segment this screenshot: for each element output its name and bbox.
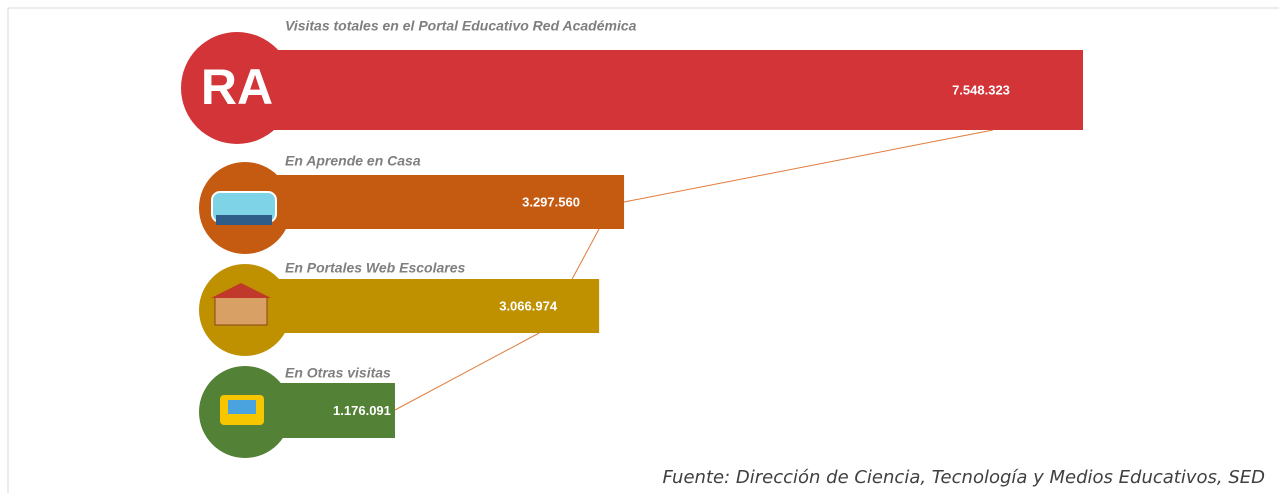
icon-screen — [228, 400, 256, 414]
value-label: 7.548.323 — [952, 82, 1010, 97]
source: Fuente: Dirección de Ciencia, Tecnología… — [662, 467, 1265, 488]
leader-line — [394, 332, 540, 411]
value-label: 3.066.974 — [499, 298, 558, 313]
icon-circle — [181, 32, 293, 144]
value-label: 1.176.091 — [333, 403, 391, 418]
icon-book — [216, 215, 272, 225]
category-label: En Portales Web Escolares — [285, 260, 465, 276]
bar — [268, 50, 1083, 130]
logo-text: RA — [201, 59, 273, 115]
bar — [268, 279, 600, 333]
category-label: En Aprende en Casa — [285, 153, 421, 169]
leader-line — [623, 129, 994, 203]
category-label: En Otras visitas — [285, 365, 391, 381]
bar — [268, 175, 625, 229]
leader-line — [571, 228, 600, 280]
icon-roof — [211, 283, 271, 298]
icon-school — [214, 296, 268, 326]
value-label: 3.297.560 — [522, 194, 580, 209]
chart-title: Visitas totales en el Portal Educativo R… — [285, 18, 637, 34]
